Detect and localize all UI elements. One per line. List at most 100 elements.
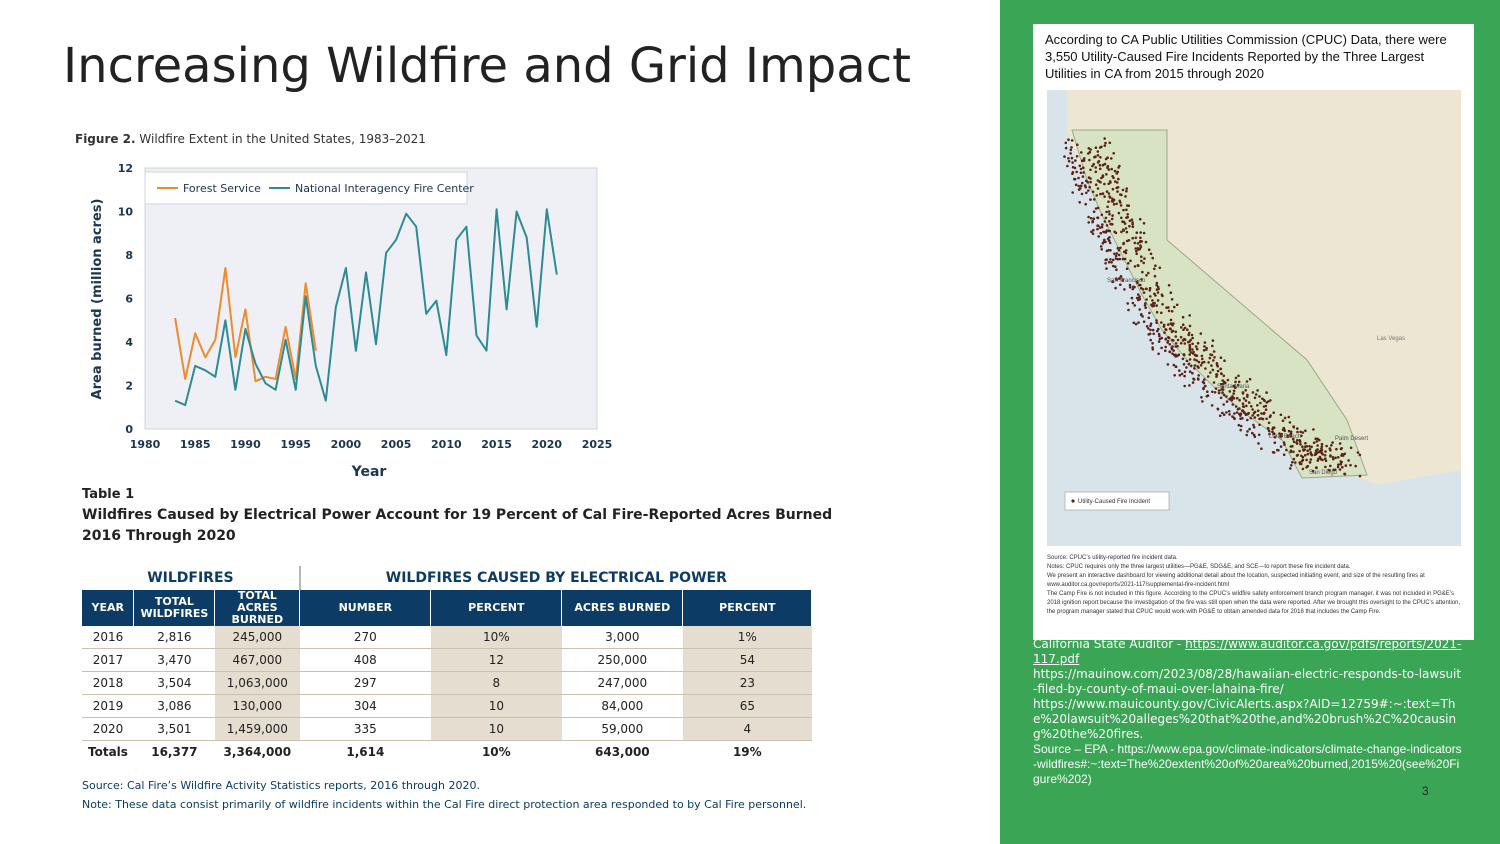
table-cell: 3,364,000 (223, 745, 292, 759)
fire-incident-point (1110, 167, 1113, 171)
fire-incident-point (1111, 223, 1114, 226)
fire-incident-point (1265, 391, 1268, 394)
fire-incident-point (1111, 264, 1115, 268)
fire-incident-point (1129, 259, 1132, 263)
fire-incident-point (1096, 154, 1100, 157)
table-cell: Totals (88, 745, 128, 759)
fire-incident-point (1088, 158, 1091, 162)
fire-incident-point (1211, 344, 1214, 348)
fire-incident-point (1134, 247, 1137, 250)
fire-incident-point (1241, 409, 1244, 413)
fire-incident-point (1183, 374, 1186, 378)
fire-incident-point (1218, 414, 1222, 418)
fire-incident-point (1181, 357, 1185, 361)
fire-incident-point (1080, 159, 1084, 162)
fire-incident-point (1101, 241, 1105, 245)
fire-incident-point (1150, 303, 1153, 307)
fire-incident-point (1315, 466, 1318, 470)
fire-incident-point (1187, 340, 1190, 344)
fire-incident-point (1245, 404, 1248, 408)
fire-incident-point (1251, 408, 1254, 411)
map-legend-dot (1071, 499, 1075, 503)
mauicounty-link[interactable]: https://www.mauicounty.gov/CivicAlerts.a… (1033, 697, 1457, 741)
cpuc-summary: According to CA Public Utilities Commiss… (1045, 32, 1447, 81)
table-cell: 65 (682, 694, 812, 718)
fire-incident-point (1262, 405, 1266, 408)
y-tick-label: 2 (125, 380, 133, 393)
fire-incident-point (1103, 195, 1106, 198)
y-tick-label: 10 (118, 206, 134, 219)
fire-incident-point (1196, 365, 1199, 368)
fire-incident-point (1128, 224, 1131, 228)
fire-incident-point (1221, 388, 1225, 391)
table-cell: 1,459,000 (214, 717, 300, 741)
fire-incident-point (1070, 146, 1073, 149)
fire-incident-point (1337, 463, 1340, 467)
fire-incident-point (1110, 217, 1114, 221)
fire-incident-point (1234, 405, 1238, 408)
table-cell: 10% (481, 745, 511, 759)
fire-incident-point (1169, 291, 1173, 294)
fire-incident-point (1204, 384, 1207, 388)
fire-incident-point (1113, 252, 1116, 256)
fire-incident-point (1182, 363, 1186, 366)
fire-incident-point (1121, 257, 1125, 261)
fire-incident-point (1236, 396, 1239, 400)
fire-incident-point (1221, 385, 1224, 389)
fire-incident-point (1105, 224, 1109, 227)
fire-incident-point (1265, 401, 1268, 404)
fire-incident-point (1125, 230, 1129, 234)
fire-incident-point (1104, 262, 1107, 265)
fire-incident-point (1111, 197, 1114, 201)
table-note: Note: These data consist primarily of wi… (82, 798, 807, 811)
fire-incident-point (1212, 359, 1215, 362)
fire-incident-point (1112, 203, 1116, 206)
fire-incident-point (1285, 448, 1288, 452)
fire-incident-point (1148, 289, 1152, 292)
fire-incident-point (1222, 413, 1226, 417)
fire-incident-point (1300, 459, 1304, 463)
table-cell: 10 (430, 694, 562, 718)
y-tick-label: 0 (125, 423, 133, 436)
table-cell: 59,000 (561, 717, 683, 741)
fire-incident-point (1279, 435, 1282, 438)
fire-incident-point (1296, 453, 1299, 457)
fire-incident-point (1245, 380, 1249, 383)
fire-incident-point (1187, 333, 1190, 337)
fire-incident-point (1219, 382, 1223, 386)
fire-incident-point (1269, 414, 1272, 417)
fire-incident-point (1181, 339, 1185, 342)
fire-incident-point (1305, 458, 1308, 462)
mauinow-link[interactable]: https://mauinow.com/2023/08/28/hawaiian-… (1033, 667, 1462, 696)
fire-incident-point (1167, 309, 1171, 313)
fire-incident-point (1105, 190, 1109, 193)
fire-incident-point (1316, 444, 1319, 447)
fire-incident-point (1130, 296, 1134, 300)
fire-incident-point (1070, 156, 1074, 160)
auditor-link[interactable]: https://www.auditor.ca.gov/pdfs/reports/… (1033, 637, 1462, 666)
fire-incident-point (1335, 447, 1338, 451)
fire-incident-point (1192, 350, 1195, 354)
fire-incident-point (1314, 437, 1317, 441)
fire-incident-point (1108, 180, 1112, 183)
fire-incident-point (1258, 423, 1261, 427)
table-cell: 467,000 (214, 648, 300, 672)
fire-incident-point (1193, 353, 1197, 357)
fire-incident-point (1136, 264, 1140, 267)
fire-incident-point (1145, 287, 1148, 291)
fire-incident-point (1071, 161, 1074, 164)
epa-source[interactable]: Source – EPA - https://www.epa.gov/clima… (1033, 742, 1462, 786)
fire-incident-point (1149, 328, 1152, 332)
table-cell: 1% (682, 626, 812, 649)
fire-incident-point (1324, 465, 1327, 469)
figure-caption-text: Wildfire Extent in the United States, 19… (135, 132, 426, 146)
fire-incident-point (1114, 257, 1118, 260)
fire-incident-point (1337, 456, 1340, 459)
fire-incident-point (1096, 161, 1100, 164)
fire-incident-point (1329, 449, 1332, 452)
fire-incident-point (1141, 270, 1144, 274)
table-cell: 643,000 (595, 745, 650, 759)
fire-incident-point (1191, 381, 1195, 384)
fire-incident-point (1127, 262, 1130, 265)
fire-incident-point (1334, 456, 1337, 460)
